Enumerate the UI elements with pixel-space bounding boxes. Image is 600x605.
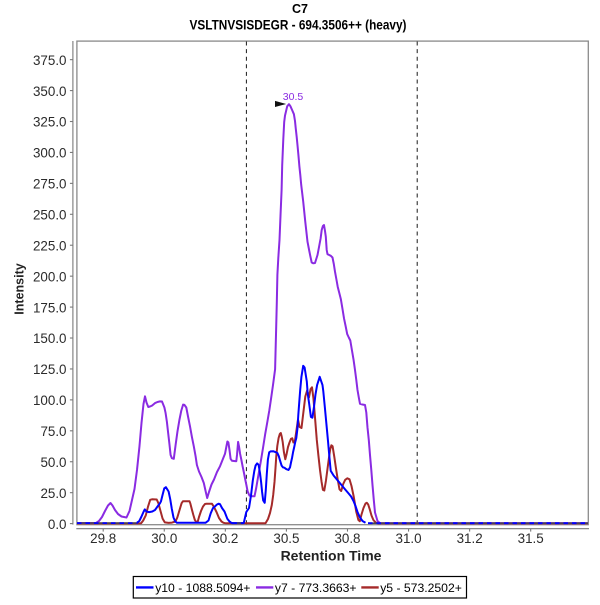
svg-text:325.0: 325.0 bbox=[33, 115, 67, 130]
svg-text:C7: C7 bbox=[292, 2, 308, 16]
svg-text:275.0: 275.0 bbox=[33, 177, 67, 192]
svg-text:225.0: 225.0 bbox=[33, 238, 67, 253]
svg-text:30.2: 30.2 bbox=[212, 531, 238, 546]
svg-text:350.0: 350.0 bbox=[33, 84, 67, 99]
svg-text:30.5: 30.5 bbox=[273, 531, 299, 546]
svg-text:31.0: 31.0 bbox=[396, 531, 422, 546]
svg-text:31.5: 31.5 bbox=[518, 531, 544, 546]
svg-text:y5 - 573.2502+: y5 - 573.2502+ bbox=[380, 581, 462, 595]
svg-text:Intensity: Intensity bbox=[12, 263, 26, 314]
svg-text:375.0: 375.0 bbox=[33, 53, 67, 68]
svg-text:25.0: 25.0 bbox=[40, 486, 66, 501]
svg-text:125.0: 125.0 bbox=[33, 362, 67, 377]
svg-text:300.0: 300.0 bbox=[33, 146, 67, 161]
svg-text:0.0: 0.0 bbox=[48, 517, 67, 532]
svg-text:VSLTNVSISDEGR - 694.3506++ (he: VSLTNVSISDEGR - 694.3506++ (heavy) bbox=[190, 16, 407, 32]
svg-text:30.0: 30.0 bbox=[151, 531, 177, 546]
svg-text:150.0: 150.0 bbox=[33, 331, 67, 346]
svg-text:250.0: 250.0 bbox=[33, 208, 67, 223]
svg-text:175.0: 175.0 bbox=[33, 300, 67, 315]
svg-text:100.0: 100.0 bbox=[33, 393, 67, 408]
svg-text:Retention Time: Retention Time bbox=[281, 548, 382, 564]
svg-text:30.8: 30.8 bbox=[334, 531, 360, 546]
svg-text:30.5: 30.5 bbox=[283, 91, 304, 103]
svg-text:200.0: 200.0 bbox=[33, 269, 67, 284]
svg-text:29.8: 29.8 bbox=[90, 531, 116, 546]
svg-text:y10 - 1088.5094+: y10 - 1088.5094+ bbox=[155, 581, 250, 595]
svg-text:31.2: 31.2 bbox=[457, 531, 483, 546]
svg-text:75.0: 75.0 bbox=[40, 424, 66, 439]
svg-text:y7 - 773.3663+: y7 - 773.3663+ bbox=[275, 581, 357, 595]
svg-text:50.0: 50.0 bbox=[40, 455, 66, 470]
